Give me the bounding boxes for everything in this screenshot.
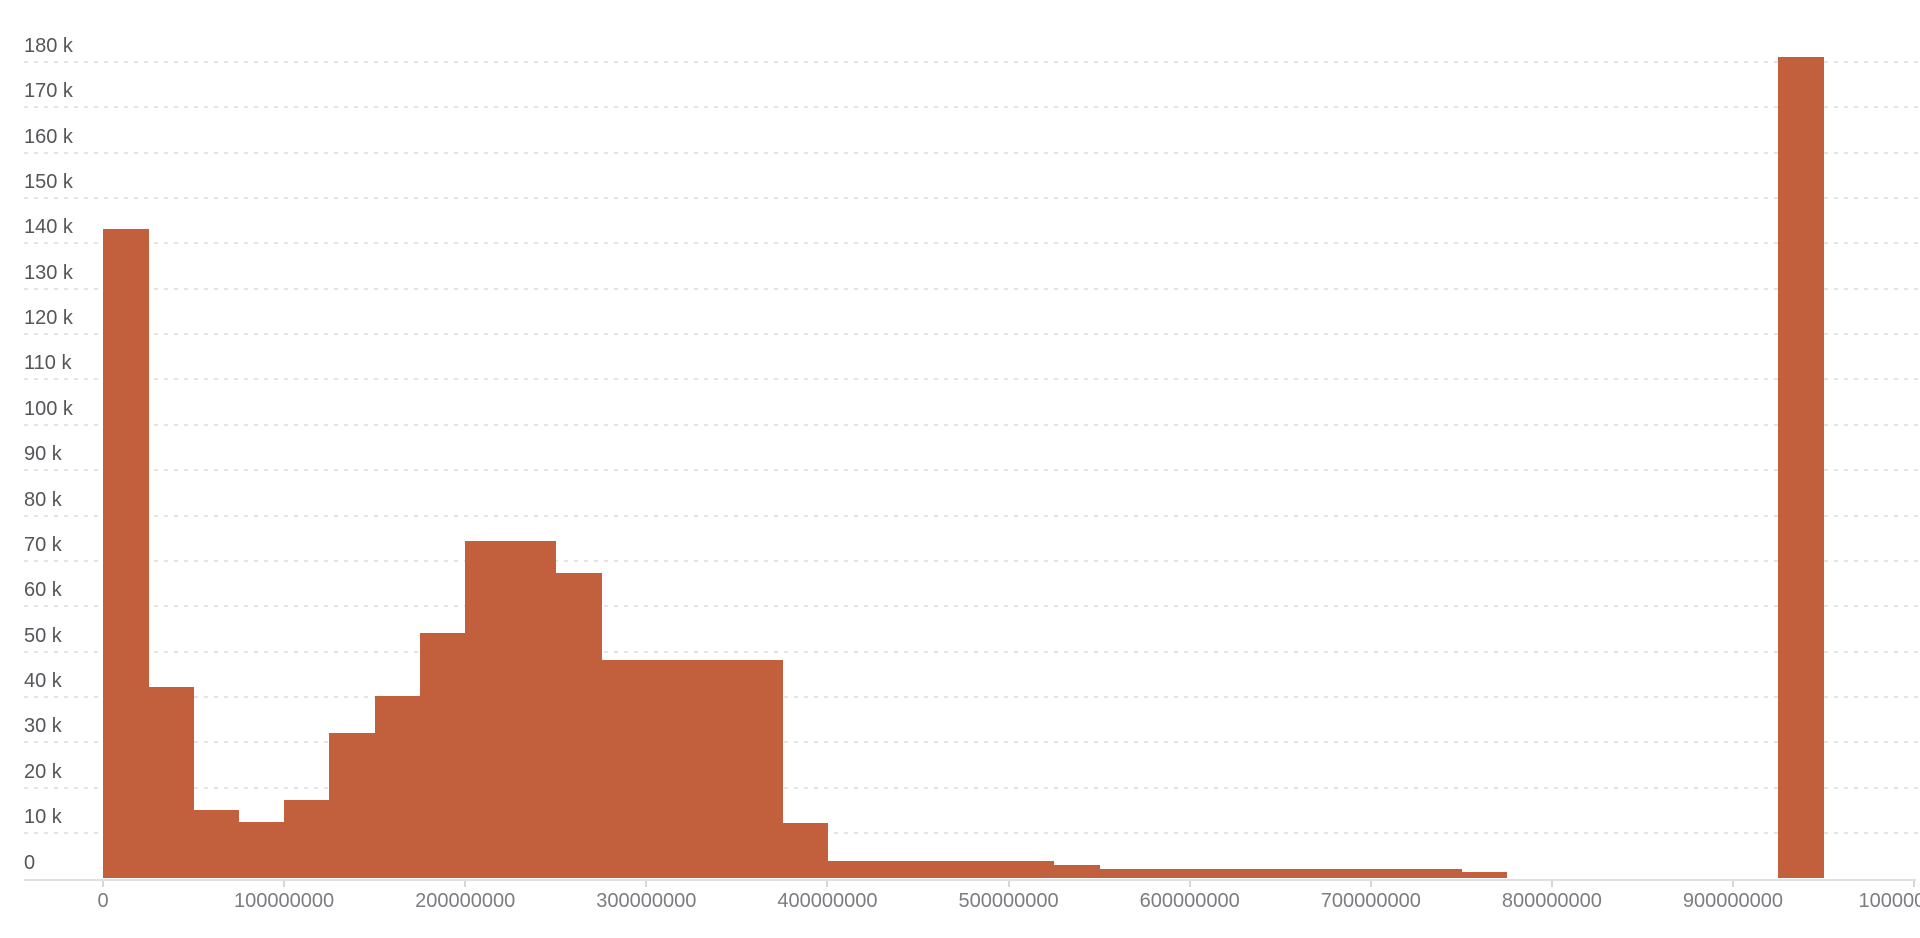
y-axis-tick-label: 160 k (24, 125, 73, 148)
x-axis-tick-label: 900000000 (1682, 890, 1784, 912)
x-axis-tick (1731, 880, 1734, 887)
y-gridline (24, 786, 1920, 789)
y-gridline (24, 696, 1920, 699)
y-gridline (24, 106, 1920, 109)
y-gridline (24, 469, 1920, 472)
y-axis-tick-label: 170 k (24, 80, 73, 103)
y-gridline (24, 605, 1920, 608)
y-axis-tick-label: 40 k (24, 670, 62, 693)
y-axis-tick-label: 130 k (24, 261, 73, 284)
x-axis-tick-label: 1000000000 (1858, 890, 1920, 912)
y-gridline (24, 196, 1920, 199)
x-axis-tick (1369, 880, 1372, 887)
histogram-bar[interactable] (193, 809, 240, 879)
histogram-bar[interactable] (465, 541, 512, 879)
x-axis-tick (1550, 880, 1553, 887)
histogram-bar[interactable] (1461, 871, 1508, 879)
x-axis-tick (1007, 880, 1010, 887)
histogram-bar[interactable] (1325, 868, 1372, 879)
y-gridline (24, 60, 1920, 63)
x-axis-tick-label: 200000000 (415, 890, 516, 912)
histogram-bar[interactable] (1099, 868, 1145, 879)
y-axis-tick-label: 50 k (24, 624, 62, 647)
y-gridline (24, 514, 1920, 517)
x-axis-tick-label: 300000000 (596, 890, 697, 912)
x-axis-tick-label: 100000000 (234, 890, 335, 912)
histogram-bar[interactable] (1053, 864, 1100, 879)
histogram-bar[interactable] (601, 659, 647, 879)
y-axis-tick-label: 150 k (24, 170, 73, 193)
y-axis-tick-label: 140 k (24, 216, 73, 239)
histogram-bar[interactable] (782, 822, 829, 879)
histogram-bar[interactable] (329, 733, 376, 879)
histogram-bar[interactable] (1144, 868, 1191, 879)
y-gridline (24, 559, 1920, 562)
x-axis-tick-label: 700000000 (1320, 890, 1421, 912)
histogram-bar[interactable] (419, 632, 466, 879)
histogram-bar[interactable] (1189, 868, 1236, 879)
histogram-bar[interactable] (555, 573, 602, 879)
y-axis-tick-label: 90 k (24, 443, 62, 466)
y-axis-tick-label: 110 k (24, 352, 72, 375)
y-axis-tick-label: 10 k (24, 806, 62, 829)
histogram-bar[interactable] (827, 861, 874, 879)
histogram-bar[interactable] (646, 659, 693, 879)
histogram-bar[interactable] (1234, 868, 1281, 879)
y-axis-tick-label: 70 k (24, 533, 62, 556)
histogram-bar[interactable] (1008, 861, 1055, 879)
histogram-bar[interactable] (148, 686, 195, 879)
histogram-bar[interactable] (963, 861, 1010, 879)
y-axis-tick-label: 180 k (24, 34, 73, 57)
y-gridline (24, 333, 1920, 336)
histogram-bar[interactable] (872, 861, 919, 879)
y-gridline (24, 832, 1920, 835)
x-axis-tick (283, 880, 286, 887)
x-axis-tick (1188, 880, 1191, 887)
histogram-bar[interactable] (510, 541, 557, 879)
x-axis-tick-label: 0 (97, 890, 109, 912)
x-axis-tick (464, 880, 467, 887)
histogram-bar[interactable] (374, 695, 421, 879)
y-gridline (24, 151, 1920, 154)
histogram-bar[interactable] (1280, 868, 1327, 879)
histogram-bar[interactable] (736, 659, 783, 879)
x-axis-tick (826, 880, 829, 887)
histogram-bar[interactable] (284, 799, 330, 879)
y-axis-tick-label: 0 (24, 851, 36, 874)
y-axis-tick-label: 60 k (24, 579, 62, 602)
y-gridline (24, 741, 1920, 744)
histogram-bar[interactable] (1778, 56, 1825, 879)
y-gridline (24, 650, 1920, 653)
histogram-bar[interactable] (1370, 868, 1417, 879)
y-axis-tick-label: 30 k (24, 715, 62, 738)
y-axis-tick-label: 20 k (24, 760, 62, 783)
y-gridline (24, 423, 1920, 426)
histogram-bar[interactable] (917, 861, 964, 879)
histogram-bar[interactable] (103, 228, 149, 879)
histogram-bar[interactable] (1416, 868, 1462, 879)
x-axis-tick (1913, 880, 1916, 887)
x-axis-line (24, 878, 1916, 881)
x-axis-tick-label: 400000000 (777, 890, 878, 912)
histogram-bar[interactable] (691, 659, 738, 879)
y-axis-tick-label: 80 k (24, 488, 62, 511)
x-axis-tick-label: 600000000 (1139, 890, 1240, 912)
y-axis-tick-label: 100 k (24, 397, 73, 420)
y-gridline (24, 378, 1920, 381)
y-axis-tick-label: 120 k (24, 307, 73, 330)
x-axis-tick (645, 880, 648, 887)
x-axis-tick-label: 800000000 (1501, 890, 1602, 912)
y-gridline (24, 242, 1920, 245)
y-gridline (24, 287, 1920, 290)
x-axis-tick-label: 500000000 (958, 890, 1059, 912)
histogram-bar[interactable] (238, 822, 285, 879)
x-axis-tick (102, 880, 104, 887)
